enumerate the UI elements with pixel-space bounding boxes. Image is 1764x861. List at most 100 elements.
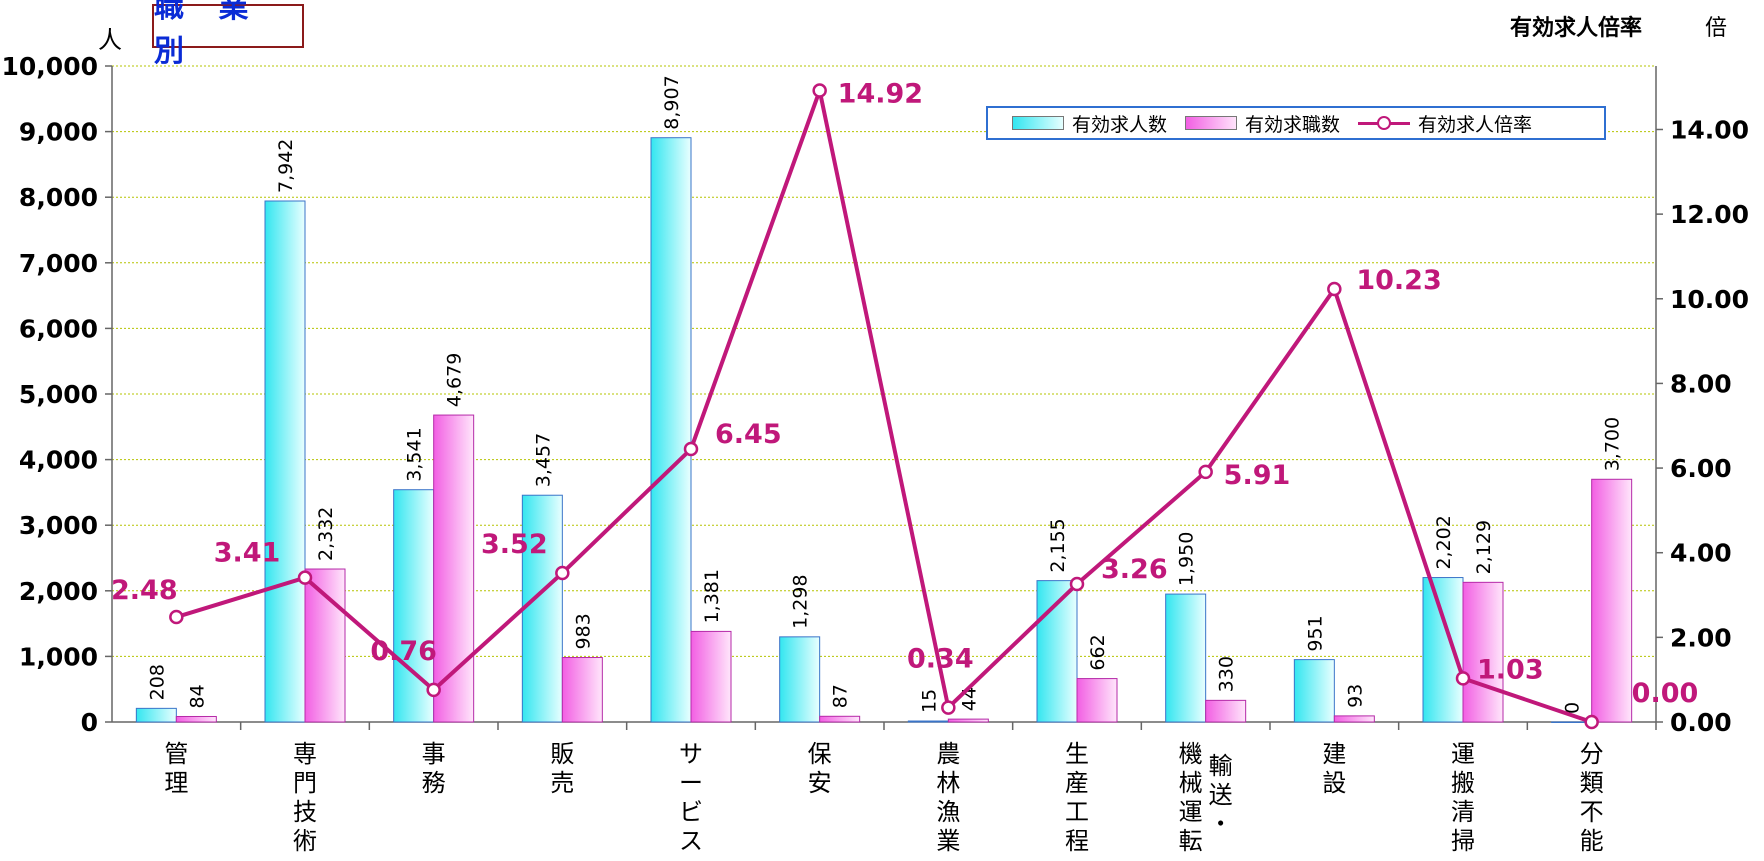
legend-label-ratio: 有効求人倍率 bbox=[1418, 113, 1533, 136]
category-char: ビ bbox=[679, 798, 703, 826]
ratio-point bbox=[683, 441, 699, 457]
bar-label-applicants: 983 bbox=[572, 613, 594, 649]
bar-label-openings: 3,457 bbox=[532, 433, 554, 487]
bar-label-applicants: 44 bbox=[958, 687, 980, 711]
category-char: 技 bbox=[293, 798, 317, 826]
bar-label-openings: 1,950 bbox=[1176, 532, 1198, 586]
ratio-point bbox=[1327, 281, 1342, 297]
ratio-label: 1.03 bbox=[1477, 654, 1544, 685]
left-tick-label: 6,000 bbox=[19, 314, 98, 343]
bar-openings bbox=[1293, 659, 1335, 723]
category-char: 清 bbox=[1451, 798, 1475, 826]
category-char: 売 bbox=[550, 769, 574, 797]
left-tick-label: 7,000 bbox=[19, 249, 98, 278]
right-tick-label: 8.00 bbox=[1670, 369, 1732, 398]
left-tick-label: 4,000 bbox=[19, 446, 98, 475]
category-char: 産 bbox=[1065, 769, 1089, 797]
chart-title: 職 業 別 bbox=[154, 0, 261, 69]
left-axis-unit: 人 bbox=[98, 26, 122, 54]
legend-label-applicants: 有効求職数 bbox=[1245, 113, 1341, 136]
category-char: 搬 bbox=[1451, 769, 1475, 797]
category-char: サ bbox=[679, 740, 703, 768]
bar-openings bbox=[135, 707, 177, 723]
category-char: 林 bbox=[936, 769, 960, 797]
ratio-label: 10.23 bbox=[1356, 265, 1441, 296]
category-char: 管 bbox=[164, 740, 188, 768]
bar-openings bbox=[264, 200, 306, 723]
right-tick-label: 10.00 bbox=[1670, 285, 1749, 314]
category-label: 建設 bbox=[1322, 740, 1346, 797]
bar-label-applicants: 2,129 bbox=[1473, 520, 1495, 574]
category-label: 輸送・ bbox=[1209, 752, 1233, 838]
legend-label-openings: 有効求人数 bbox=[1072, 113, 1168, 136]
category-char: 類 bbox=[1580, 769, 1604, 797]
category-char: 分 bbox=[1580, 740, 1604, 768]
bar-applicants bbox=[1076, 678, 1118, 723]
bar-label-applicants: 4,679 bbox=[444, 353, 466, 407]
bar-openings bbox=[650, 137, 692, 723]
right-axis-title: 有効求人倍率 bbox=[1510, 16, 1643, 41]
ratio-point bbox=[941, 700, 956, 715]
ratio-point bbox=[1455, 671, 1471, 686]
category-char: 運 bbox=[1179, 798, 1203, 826]
ratio-point bbox=[1584, 714, 1599, 730]
category-char: 保 bbox=[808, 740, 832, 768]
ratio-label: 0.00 bbox=[1632, 678, 1699, 709]
legend-swatch-openings bbox=[1012, 116, 1064, 130]
category-char: 不 bbox=[1580, 798, 1604, 826]
left-tick-label: 10,000 bbox=[2, 52, 98, 81]
right-tick-label: 14.00 bbox=[1670, 115, 1749, 144]
bar-label-openings: 2,202 bbox=[1433, 515, 1455, 569]
ratio-point bbox=[555, 565, 570, 581]
category-label: 保安 bbox=[808, 740, 832, 797]
bar-openings bbox=[521, 494, 563, 723]
category-char: 械 bbox=[1179, 769, 1203, 797]
category-char: 務 bbox=[422, 769, 446, 797]
ratio-label: 0.34 bbox=[907, 644, 974, 675]
category-char: 能 bbox=[1580, 827, 1604, 855]
category-char: 漁 bbox=[936, 798, 960, 826]
ratio-label: 5.91 bbox=[1224, 460, 1291, 491]
bar-applicants bbox=[561, 657, 603, 723]
bar-applicants bbox=[175, 715, 217, 723]
bar-openings bbox=[1036, 580, 1078, 723]
category-char: 業 bbox=[936, 827, 960, 855]
left-tick-label: 1,000 bbox=[19, 642, 98, 671]
category-char: 理 bbox=[164, 769, 188, 797]
bar-applicants bbox=[819, 715, 861, 723]
category-label: 分類不能 bbox=[1580, 740, 1604, 855]
category-char: 術 bbox=[293, 827, 317, 855]
bar-openings bbox=[907, 720, 949, 723]
bar-label-openings: 8,907 bbox=[661, 75, 683, 129]
right-tick-label: 4.00 bbox=[1670, 539, 1732, 568]
left-tick-label: 8,000 bbox=[19, 183, 98, 212]
ratio-point bbox=[169, 609, 184, 625]
category-label: 管理 bbox=[164, 740, 188, 797]
bar-label-openings: 7,942 bbox=[275, 139, 297, 193]
ratio-point bbox=[1198, 464, 1213, 480]
chart-title-box: 職 業 別 bbox=[152, 0, 304, 69]
right-tick-label: 12.00 bbox=[1670, 200, 1749, 229]
bar-label-applicants: 87 bbox=[830, 684, 852, 708]
ratio-point bbox=[426, 682, 441, 698]
bar-applicants bbox=[1333, 715, 1375, 723]
right-tick-label: 2.00 bbox=[1670, 623, 1732, 652]
bar-applicants bbox=[1205, 699, 1247, 723]
category-char: ー bbox=[679, 769, 703, 797]
category-char: 転 bbox=[1179, 827, 1203, 855]
bar-label-openings: 951 bbox=[1304, 615, 1326, 651]
ratio-label: 3.41 bbox=[214, 538, 281, 569]
bar-openings bbox=[779, 636, 821, 723]
bar-applicants bbox=[690, 630, 732, 723]
category-char: ス bbox=[679, 827, 703, 855]
ratio-label: 6.45 bbox=[715, 419, 782, 450]
category-label: 事務 bbox=[422, 740, 446, 797]
category-char: 安 bbox=[808, 769, 832, 797]
category-char: 事 bbox=[422, 740, 446, 768]
category-char: 販 bbox=[550, 740, 574, 768]
right-tick-label: 0.00 bbox=[1670, 708, 1732, 737]
left-tick-label: 5,000 bbox=[19, 380, 98, 409]
category-char: 輸 bbox=[1209, 752, 1233, 780]
bar-label-openings: 3,541 bbox=[404, 427, 426, 481]
category-char: 建 bbox=[1322, 740, 1346, 768]
